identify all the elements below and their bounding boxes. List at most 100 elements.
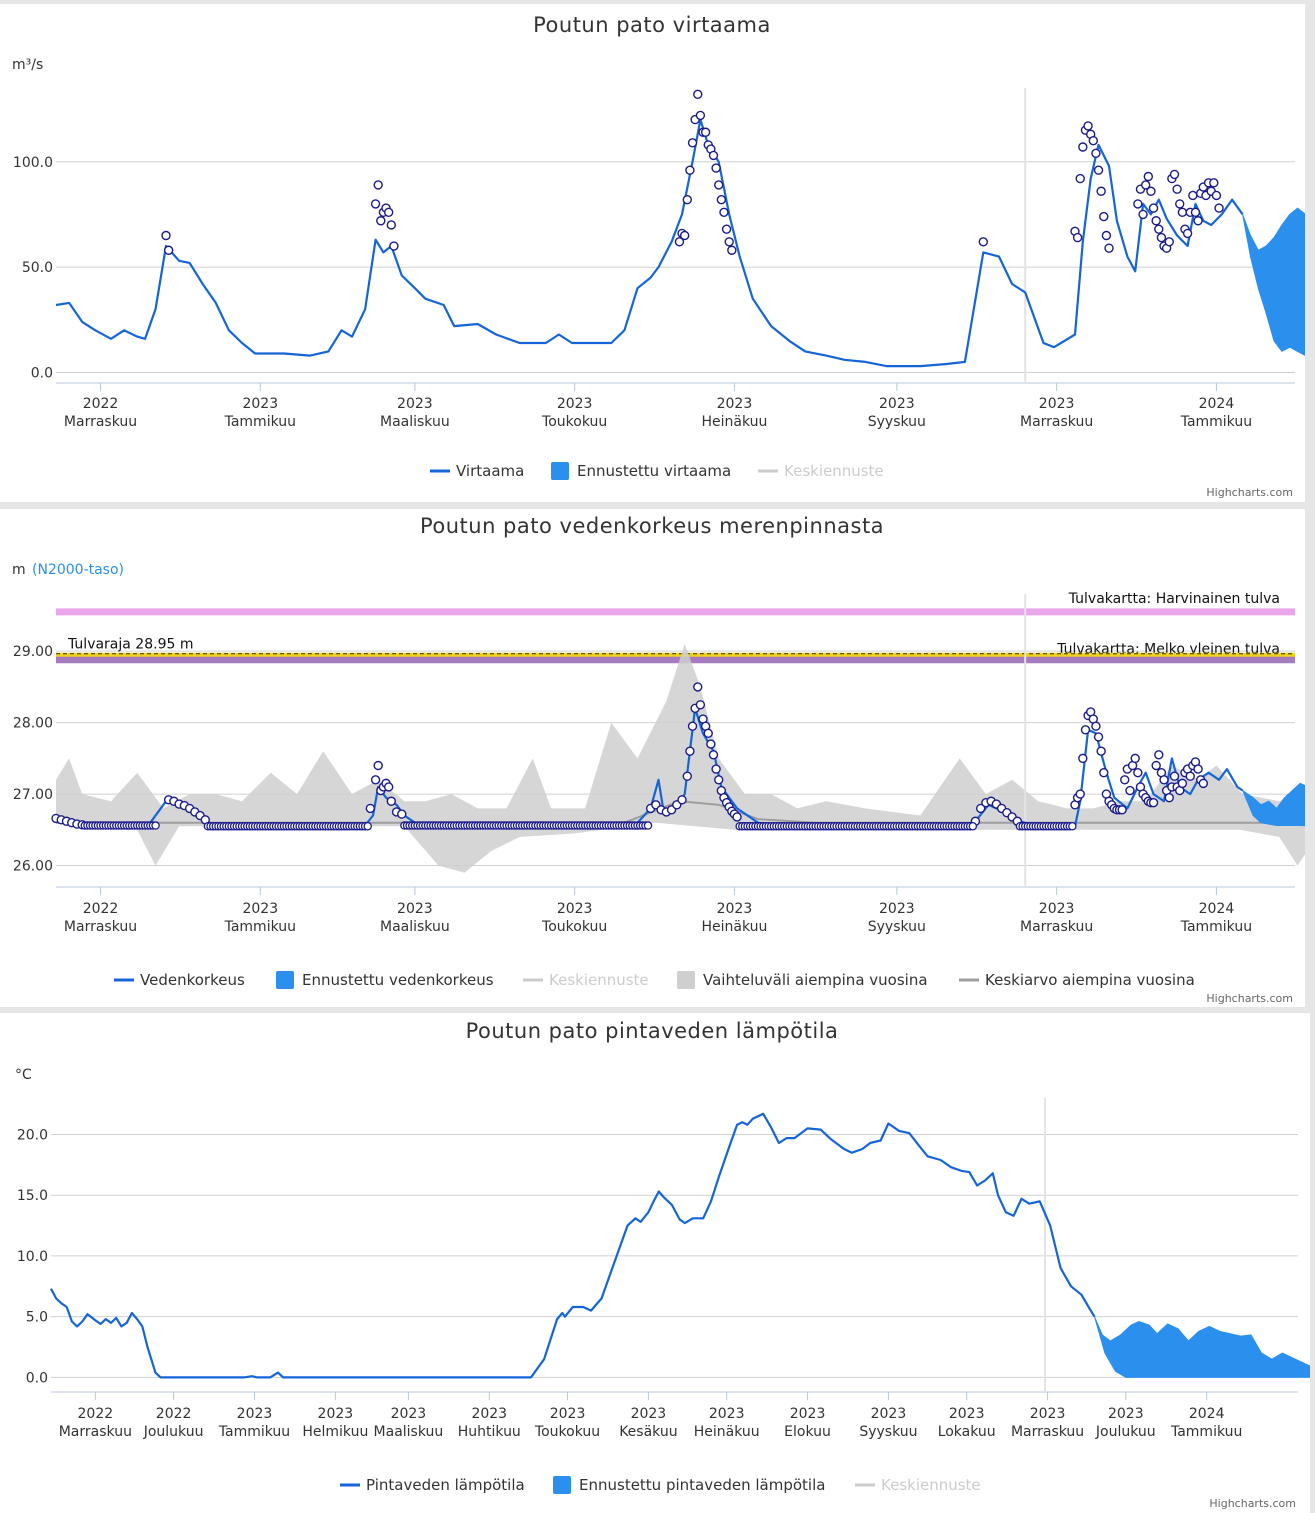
observation-marker <box>365 803 376 814</box>
legend-label: Keskiennuste <box>549 971 649 989</box>
observation-marker <box>682 771 692 781</box>
observation-marker <box>1214 203 1224 213</box>
x-tick-month: Kesäkuu <box>619 1424 677 1440</box>
observation-marker <box>373 180 383 190</box>
observation-marker <box>1120 775 1130 785</box>
observation-marker <box>1164 792 1174 803</box>
x-tick-month: Tammikuu <box>224 919 296 935</box>
legend-symbol <box>551 462 569 480</box>
x-tick-month: Marraskuu <box>1020 414 1093 430</box>
observation-marker <box>1078 142 1088 152</box>
x-tick-month: Tammikuu <box>224 414 296 430</box>
observation-marker <box>695 110 706 121</box>
legend-label: Keskiennuste <box>784 462 884 480</box>
observation-marker <box>1156 232 1167 243</box>
historical-range-area <box>56 644 1305 873</box>
observation-marker <box>711 163 721 173</box>
water-level-chart-panel: Poutun pato vedenkorkeus merenpinnasta m (… <box>0 509 1305 1007</box>
observation-marker <box>1080 725 1091 735</box>
observed-line <box>55 118 1244 368</box>
observation-marker <box>1164 237 1174 247</box>
x-tick-year: 2024 <box>1199 396 1235 412</box>
observation-marker <box>363 822 372 831</box>
legend-item[interactable]: Keskiennuste <box>855 1476 981 1494</box>
x-tick-month: Elokuu <box>784 1424 831 1440</box>
legend-item[interactable]: Pintaveden lämpötila <box>340 1476 525 1494</box>
y-axis-unit: °C <box>15 1067 32 1083</box>
observation-marker <box>1140 180 1151 190</box>
observation-marker <box>685 165 695 175</box>
x-tick-year: 2023 <box>949 1406 985 1422</box>
observation-marker <box>1175 199 1185 209</box>
y-axis-unit: m <box>12 562 26 578</box>
x-tick-year: 2023 <box>790 1406 826 1422</box>
observation-marker <box>716 194 727 205</box>
observation-marker <box>1099 211 1109 222</box>
legend-item[interactable]: Vaihteluväli aiempina vuosina <box>677 971 928 989</box>
legend-item[interactable]: Ennustettu virtaama <box>551 462 731 480</box>
y-axis-unit-link: (N2000-taso) <box>32 562 124 578</box>
observation-marker <box>1148 797 1159 808</box>
legend-symbol <box>553 1476 571 1494</box>
observation-marker <box>975 803 986 814</box>
highcharts-credit: Highcharts.com <box>1206 992 1293 1005</box>
legend-label: Virtaama <box>456 462 524 480</box>
observation-marker <box>1075 173 1085 184</box>
x-tick-month: Tammikuu <box>1180 919 1252 935</box>
legend-item[interactable]: Keskiennuste <box>758 462 884 480</box>
temperature-chart-panel: Poutun pato pintaveden lämpötila °C 0.0 5.0… <box>0 1013 1310 1513</box>
observation-marker <box>727 245 737 255</box>
common-flood-band <box>56 656 1295 664</box>
y-tick-label: 0.0 <box>31 365 53 381</box>
observation-marker <box>1188 190 1198 201</box>
legend-item[interactable]: Vedenkorkeus <box>114 971 245 989</box>
observation-marker <box>1091 148 1101 159</box>
observation-marker <box>1151 216 1161 226</box>
observation-marker <box>1143 171 1154 182</box>
y-tick-label: 0.0 <box>26 1370 48 1386</box>
x-tick-month: Maaliskuu <box>380 919 450 935</box>
chart-title: Poutun pato pintaveden lämpötila <box>466 1019 839 1043</box>
x-tick-month: Heinäkuu <box>694 1424 760 1440</box>
x-tick-month: Marraskuu <box>64 919 137 935</box>
legend-symbol <box>276 971 294 989</box>
legend-item[interactable]: Keskiarvo aiempina vuosina <box>959 971 1195 989</box>
legend-item[interactable]: Ennustettu pintaveden lämpötila <box>553 1476 825 1494</box>
observation-marker <box>703 728 713 739</box>
x-tick-year: 2023 <box>471 1406 507 1422</box>
legend-item[interactable]: Virtaama <box>430 462 524 480</box>
observation-marker <box>708 150 719 161</box>
legend-label: Ennustettu pintaveden lämpötila <box>579 1476 825 1494</box>
observation-marker <box>968 822 978 831</box>
observation-marker <box>978 237 988 247</box>
flood-limit-band <box>56 652 1295 657</box>
chart-title: Poutun pato vedenkorkeus merenpinnasta <box>420 514 884 538</box>
x-tick-year: 2023 <box>717 901 753 917</box>
observation-marker <box>373 760 383 771</box>
legend-label: Vaihteluväli aiempina vuosina <box>703 971 928 989</box>
observation-marker <box>719 207 729 218</box>
observation-marker <box>1154 224 1164 234</box>
x-tick-year: 2023 <box>709 1406 745 1422</box>
x-tick-year: 2022 <box>83 901 119 917</box>
legend-label: Keskiennuste <box>881 1476 981 1494</box>
legend-label: Ennustettu vedenkorkeus <box>302 971 494 989</box>
observation-marker <box>1093 165 1104 175</box>
observation-marker <box>1169 169 1180 180</box>
observation-marker <box>161 230 171 241</box>
observation-marker <box>376 216 386 226</box>
observation-marker <box>682 194 692 205</box>
observation-marker <box>1099 767 1109 778</box>
legend-item[interactable]: Ennustettu vedenkorkeus <box>276 971 494 989</box>
legend-item[interactable]: Keskiennuste <box>523 971 649 989</box>
chart-title: Poutun pato virtaama <box>533 13 771 37</box>
observation-marker <box>383 782 394 792</box>
observation-marker <box>1193 216 1203 226</box>
observation-marker <box>1177 207 1188 218</box>
observation-marker <box>1169 771 1180 781</box>
x-tick-year: 2023 <box>1039 901 1075 917</box>
x-tick-year: 2023 <box>550 1406 586 1422</box>
observation-marker <box>1091 721 1101 731</box>
x-tick-month: Tammikuu <box>1180 414 1252 430</box>
observation-marker <box>677 795 687 805</box>
